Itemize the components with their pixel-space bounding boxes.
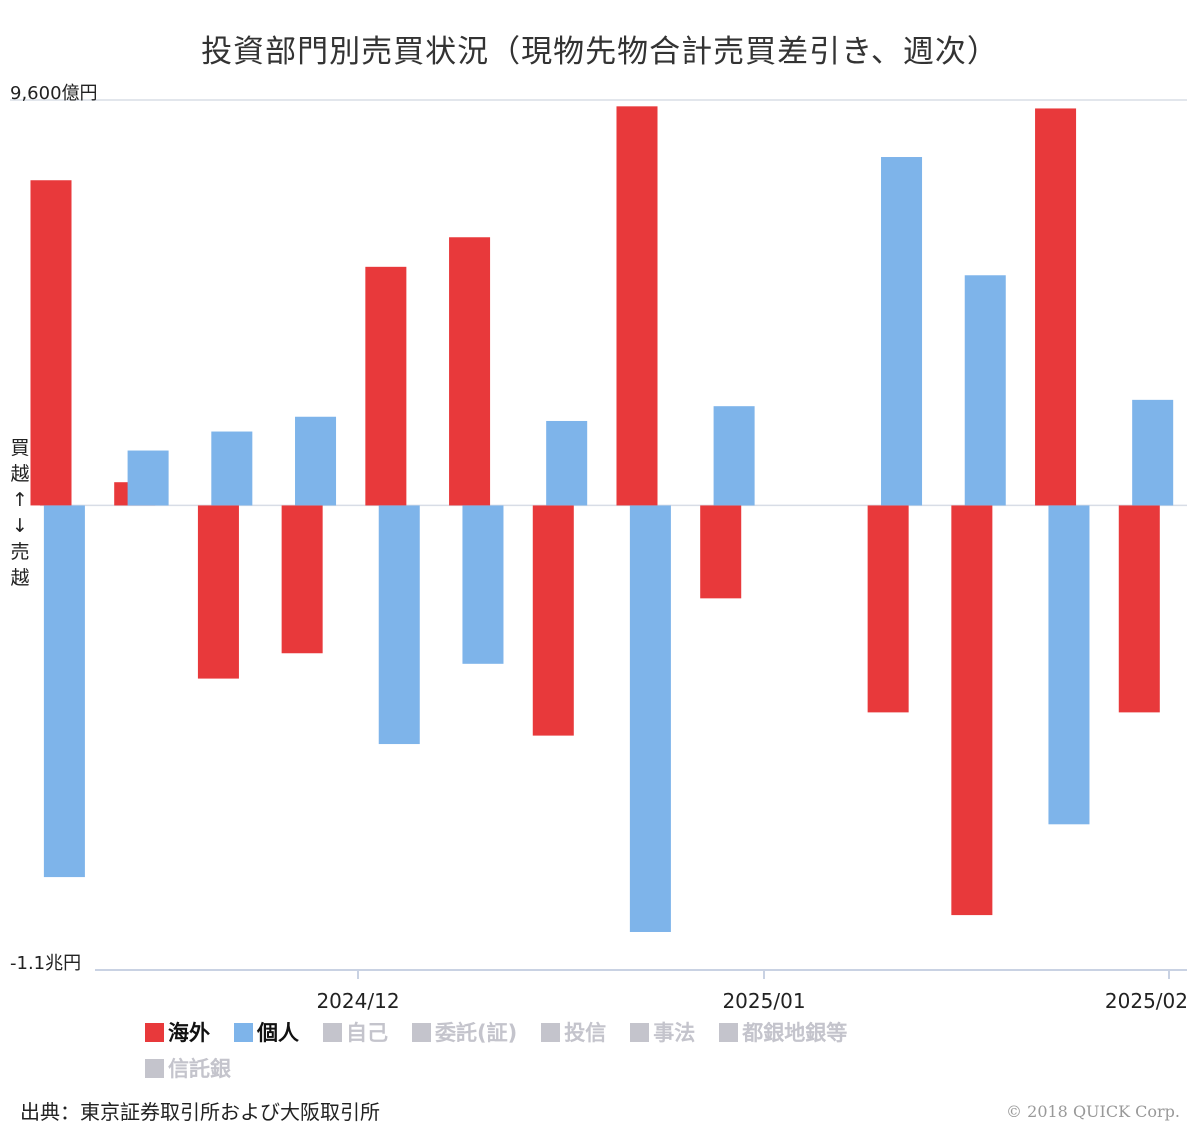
legend-swatch bbox=[719, 1022, 739, 1042]
legend-item[interactable]: 都銀地銀等 bbox=[719, 1017, 847, 1047]
bar-kojin-7 bbox=[629, 505, 671, 932]
legend-item[interactable]: 信託銀 bbox=[145, 1053, 231, 1083]
bar-kojin-3 bbox=[295, 416, 337, 506]
bar-kaigai-11 bbox=[951, 505, 993, 916]
bar-kojin-10 bbox=[881, 157, 923, 506]
legend-label: 信託銀 bbox=[168, 1057, 231, 1081]
side-label-char: 越 bbox=[10, 567, 29, 589]
legend-label: 個人 bbox=[257, 1021, 299, 1045]
legend-label: 海外 bbox=[168, 1021, 210, 1045]
bar-kaigai-2 bbox=[197, 505, 239, 679]
legend-item[interactable]: 投信 bbox=[541, 1017, 606, 1047]
legend-item[interactable]: 個人 bbox=[234, 1017, 299, 1047]
bar-kaigai-7 bbox=[616, 106, 658, 506]
legend-label: 委託(証) bbox=[435, 1021, 518, 1045]
legend-swatch bbox=[541, 1022, 561, 1042]
legend-swatch bbox=[412, 1022, 431, 1042]
y-min-label: -1.1兆円 bbox=[10, 953, 81, 974]
legend-swatch bbox=[145, 1058, 164, 1078]
x-tick-label: 2025/01 bbox=[722, 989, 805, 1010]
copyright: © 2018 QUICK Corp. bbox=[1006, 1102, 1180, 1121]
legend: 海外 個人 自己 委託(証) 投信 事法 都銀地銀等信託銀 bbox=[145, 1014, 1105, 1086]
legend-row: 海外 個人 自己 委託(証) 投信 事法 都銀地銀等 bbox=[145, 1014, 1105, 1050]
side-label-char: 買 bbox=[10, 437, 29, 459]
side-label-char: ↓ bbox=[12, 515, 28, 537]
side-label-char: ↑ bbox=[12, 489, 28, 511]
bar-kojin-1 bbox=[127, 450, 169, 506]
legend-swatch bbox=[323, 1022, 342, 1042]
legend-swatch bbox=[145, 1022, 164, 1042]
bar-kojin-11 bbox=[964, 275, 1006, 506]
legend-label: 自己 bbox=[346, 1021, 388, 1045]
bar-kojin-8 bbox=[713, 406, 755, 506]
bar-kojin-12 bbox=[1048, 505, 1090, 825]
legend-item[interactable]: 事法 bbox=[630, 1017, 695, 1047]
y-max-label: 9,600億円 bbox=[10, 83, 98, 104]
legend-label: 投信 bbox=[564, 1021, 607, 1045]
source-note: 出典：東京証券取引所および大阪取引所 bbox=[20, 1100, 380, 1124]
bar-kaigai-0 bbox=[30, 180, 72, 506]
bar-kojin-0 bbox=[43, 505, 85, 878]
legend-swatch bbox=[630, 1022, 650, 1042]
bar-kojin-4 bbox=[378, 505, 420, 745]
chart-title: 投資部門別売買状況（現物先物合計売買差引き、週次） bbox=[201, 34, 999, 70]
axes bbox=[95, 969, 1187, 979]
bar-kaigai-8 bbox=[700, 505, 742, 599]
gridlines bbox=[10, 99, 1187, 507]
bar-kaigai-6 bbox=[532, 505, 574, 736]
legend-item[interactable]: 海外 bbox=[145, 1017, 210, 1047]
x-tick-label: 2025/02 bbox=[1105, 989, 1188, 1010]
bar-kojin-6 bbox=[546, 420, 588, 506]
bar-kaigai-3 bbox=[281, 505, 323, 654]
legend-item[interactable]: 自己 bbox=[323, 1017, 388, 1047]
bar-kaigai-12 bbox=[1035, 108, 1077, 506]
bar-kaigai-10 bbox=[867, 505, 909, 713]
bar-kaigai-5 bbox=[449, 237, 491, 506]
legend-label: 事法 bbox=[653, 1021, 696, 1045]
side-label-char: 売 bbox=[10, 541, 29, 563]
x-tick-label: 2024/12 bbox=[316, 989, 399, 1010]
side-label-char: 越 bbox=[10, 463, 29, 485]
legend-swatch bbox=[234, 1022, 253, 1042]
bar-kojin-13 bbox=[1132, 399, 1174, 506]
bar-kaigai-4 bbox=[365, 266, 407, 506]
bar-kaigai-13 bbox=[1118, 505, 1160, 713]
legend-label: 都銀地銀等 bbox=[742, 1021, 848, 1045]
bar-kojin-2 bbox=[211, 431, 253, 506]
legend-row: 信託銀 bbox=[145, 1050, 1105, 1086]
legend-item[interactable]: 委託(証) bbox=[412, 1017, 517, 1047]
bar-kojin-5 bbox=[462, 505, 504, 664]
bars bbox=[30, 106, 1174, 932]
